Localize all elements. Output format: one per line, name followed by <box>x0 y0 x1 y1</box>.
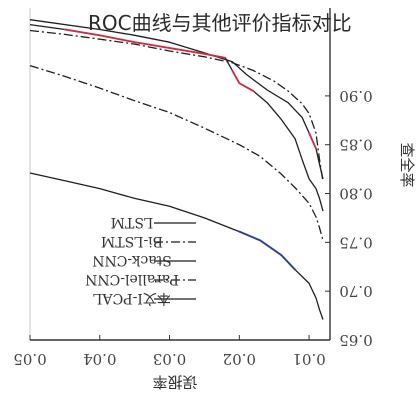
y-tick-label: 0.90 <box>339 87 372 105</box>
y-tick-label: 0.85 <box>339 136 372 154</box>
ticks-layer: 0.05 0.04 0.03 0.02 0.01 0.65 0.70 0.75 0.80 0.85… <box>13 87 372 368</box>
legend-label: Stack-CNN <box>92 252 172 268</box>
legend-label: 本文I-PCAL <box>93 290 171 306</box>
highlight-segment-upper <box>63 28 227 59</box>
series-line-2 <box>29 19 324 180</box>
legend-label: Parallel-CNN <box>85 271 179 287</box>
y-tick-label: 0.65 <box>339 331 372 349</box>
overlay-title: ROC曲线与其他评价指标对比 <box>88 11 352 35</box>
x-tick-label: 0.02 <box>223 350 256 368</box>
y-axis-label: 查全率 <box>398 142 416 187</box>
y-tick-label: 0.80 <box>339 185 372 203</box>
y-tick-label: 0.70 <box>339 282 372 300</box>
highlight-segment-blue <box>238 230 297 271</box>
highlight-segment-drop <box>231 69 255 92</box>
x-axis-label: 误报率 <box>152 373 197 391</box>
legend-label: LSTM <box>111 214 154 230</box>
x-tick-label: 0.01 <box>292 350 325 368</box>
x-tick-label: 0.05 <box>13 350 46 368</box>
y-tick-label: 0.75 <box>339 233 372 251</box>
series-line-3 <box>29 29 324 182</box>
x-tick-label: 0.04 <box>83 350 116 368</box>
plot-frame <box>29 8 331 341</box>
legend: LSTM Bi-LSTM Stack-CNN Parallel-CNN 本文I-PCAL <box>85 214 196 306</box>
series-line-1 <box>29 64 324 241</box>
highlight-segment-right <box>308 132 317 150</box>
series-line-0 <box>29 172 324 320</box>
x-tick-label: 0.03 <box>153 350 186 368</box>
series-layer <box>29 19 324 320</box>
legend-label: Bi-LSTM <box>101 233 163 249</box>
